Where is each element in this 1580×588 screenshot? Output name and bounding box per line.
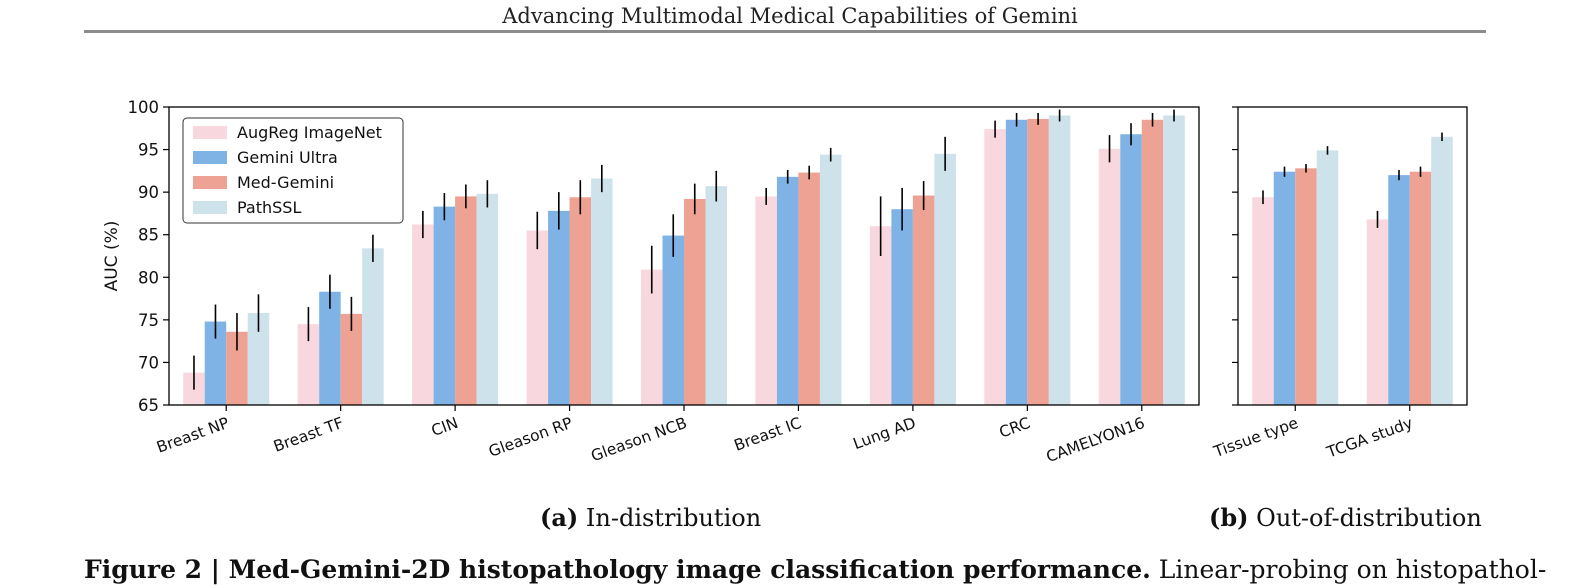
bar-camelyon16-med-gemini xyxy=(1141,119,1164,406)
bar-breast-ic-pathssl xyxy=(819,154,842,405)
x-tick-label-breast-tf: Breast TF xyxy=(271,414,346,456)
x-tick-label-tcga-study: TCGA study xyxy=(1324,414,1416,462)
legend-swatch-augreg-imagenet xyxy=(193,126,227,139)
bar-crc-gemini-ultra xyxy=(1005,119,1028,406)
bar-gleason-ncb-augreg-imagenet xyxy=(641,269,663,405)
legend-swatch-gemini-ultra xyxy=(193,151,227,164)
bar-tcga-study-gemini-ultra xyxy=(1388,175,1410,405)
subcaption-a: (a) In-distribution xyxy=(540,503,761,532)
bar-crc-med-gemini xyxy=(1027,118,1049,406)
y-tick-label-80: 80 xyxy=(138,268,159,287)
bar-lung-ad-augreg-imagenet xyxy=(869,226,892,405)
x-tick-label-breast-np: Breast NP xyxy=(154,414,231,457)
bar-cin-augreg-imagenet xyxy=(412,224,434,405)
subcaption-b: (b) Out-of-distribution xyxy=(1209,503,1482,532)
x-tick-label-cin: CIN xyxy=(429,414,461,440)
header-rule xyxy=(84,30,1486,33)
y-axis-label: AUC (%) xyxy=(102,221,122,292)
bar-cin-med-gemini xyxy=(455,196,477,405)
plot-frame xyxy=(1237,106,1468,406)
bar-crc-pathssl xyxy=(1048,115,1071,405)
bar-gleason-ncb-med-gemini xyxy=(684,198,706,405)
bar-gleason-ncb-pathssl xyxy=(705,186,727,405)
bar-camelyon16-pathssl xyxy=(1163,115,1185,405)
figure-caption-label: Figure 2 | Med-Gemini-2D histopathology … xyxy=(84,555,1151,584)
legend-swatch-med-gemini xyxy=(193,176,227,189)
bar-breast-np-pathssl xyxy=(247,313,270,405)
x-tick-label-camelyon16: CAMELYON16 xyxy=(1044,414,1147,466)
y-tick-label-75: 75 xyxy=(138,311,159,330)
bar-tcga-study-pathssl xyxy=(1431,136,1453,406)
legend-label-med-gemini: Med-Gemini xyxy=(237,173,334,192)
legend-label-pathssl: PathSSL xyxy=(237,198,301,217)
legend-box xyxy=(182,117,404,224)
subcaption-a-text: In-distribution xyxy=(585,504,762,532)
bar-lung-ad-med-gemini xyxy=(912,195,935,405)
bar-camelyon16-augreg-imagenet xyxy=(1098,148,1121,405)
bar-breast-tf-augreg-imagenet xyxy=(297,324,320,405)
bar-camelyon16-gemini-ultra xyxy=(1120,134,1142,405)
x-tick-label-gleason-rp: Gleason RP xyxy=(486,414,575,461)
x-tick-label-crc: CRC xyxy=(997,414,1033,442)
x-tick-label-gleason-ncb: Gleason NCB xyxy=(589,414,690,465)
bar-breast-ic-augreg-imagenet xyxy=(755,196,777,405)
bar-tcga-study-augreg-imagenet xyxy=(1366,219,1389,405)
x-tick-label-breast-ic: Breast IC xyxy=(732,414,804,455)
chart-panel-out-of-distribution: Tissue type TCGA study xyxy=(1210,106,1468,462)
bar-tissue-type-augreg-imagenet xyxy=(1252,197,1274,405)
bar-breast-tf-pathssl xyxy=(362,248,384,405)
bar-gleason-ncb-gemini-ultra xyxy=(662,235,684,405)
histopathology-bar-charts: Breast NP Breast TF CIN Gleason RP Gleason N… xyxy=(102,98,1468,466)
y-tick-label-95: 95 xyxy=(138,141,159,160)
chart-legend: AugReg ImageNet Gemini Ultra Med-Gemini Pat… xyxy=(182,117,404,224)
bar-tissue-type-gemini-ultra xyxy=(1273,171,1296,405)
bar-gleason-rp-gemini-ultra xyxy=(548,210,570,405)
legend-label-gemini-ultra: Gemini Ultra xyxy=(237,148,338,167)
bar-gleason-rp-pathssl xyxy=(591,178,613,405)
bar-cin-pathssl xyxy=(476,193,499,405)
figure-caption: Figure 2 | Med-Gemini-2D histopathology … xyxy=(84,555,1546,584)
bar-tcga-study-med-gemini xyxy=(1409,171,1432,405)
y-tick-label-90: 90 xyxy=(138,183,159,202)
x-tick-label-tissue-type: Tissue type xyxy=(1210,414,1300,461)
figure-caption-text: Linear-probing on histopathol- xyxy=(1158,555,1547,584)
bar-breast-tf-med-gemini xyxy=(340,313,363,405)
legend-label-augreg-imagenet: AugReg ImageNet xyxy=(237,123,382,142)
bar-tissue-type-med-gemini xyxy=(1295,168,1317,405)
bar-crc-augreg-imagenet xyxy=(984,129,1006,405)
bar-tissue-type-pathssl xyxy=(1316,150,1339,405)
y-tick-label-70: 70 xyxy=(138,353,159,372)
x-tick-label-lung-ad: Lung AD xyxy=(851,414,919,453)
subcaption-a-tag: (a) xyxy=(540,503,579,532)
bar-gleason-rp-med-gemini xyxy=(569,197,592,405)
plot-frame xyxy=(168,106,1200,406)
page-header-title: Advancing Multimodal Medical Capabilitie… xyxy=(502,4,1078,28)
bar-lung-ad-gemini-ultra xyxy=(891,209,913,405)
bar-cin-gemini-ultra xyxy=(433,206,456,405)
y-tick-label-65: 65 xyxy=(138,396,159,415)
subcaption-b-tag: (b) xyxy=(1209,503,1249,532)
y-tick-label-85: 85 xyxy=(138,226,159,245)
bar-gleason-rp-augreg-imagenet xyxy=(526,230,549,405)
bar-breast-ic-med-gemini xyxy=(798,172,820,405)
bar-breast-ic-gemini-ultra xyxy=(776,176,799,405)
bar-breast-np-gemini-ultra xyxy=(204,321,227,405)
bar-breast-tf-gemini-ultra xyxy=(319,291,341,405)
legend-swatch-pathssl xyxy=(193,201,227,214)
y-tick-label-100: 100 xyxy=(128,98,160,117)
bar-lung-ad-pathssl xyxy=(934,153,956,405)
subcaption-b-text: Out-of-distribution xyxy=(1256,504,1482,532)
bar-breast-np-med-gemini xyxy=(226,331,248,405)
